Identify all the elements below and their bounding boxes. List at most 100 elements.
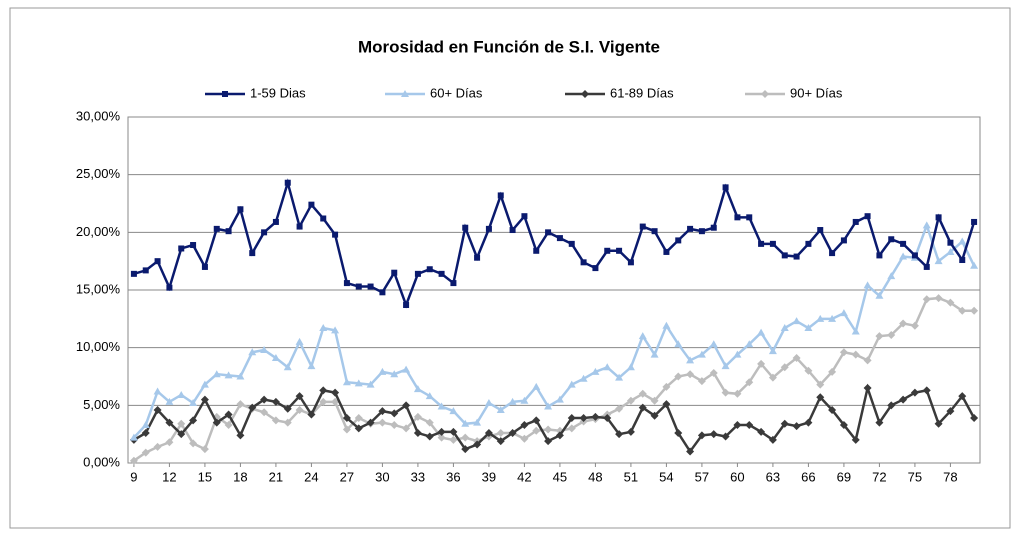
- data-point: [224, 420, 233, 429]
- data-point: [355, 283, 362, 290]
- data-point: [236, 431, 245, 440]
- data-point: [709, 340, 718, 348]
- data-point: [958, 306, 967, 315]
- data-point: [212, 370, 221, 378]
- data-point: [461, 433, 470, 442]
- data-point: [875, 291, 884, 299]
- data-point: [295, 392, 304, 401]
- data-point: [757, 427, 766, 436]
- data-point: [722, 184, 729, 191]
- data-point: [166, 284, 173, 291]
- y-tick-label: 20,00%: [76, 224, 121, 239]
- data-point: [626, 363, 635, 371]
- x-tick-label: 72: [872, 469, 886, 484]
- x-tick-label: 42: [517, 469, 531, 484]
- y-tick-label: 10,00%: [76, 339, 121, 354]
- data-point: [354, 414, 363, 423]
- data-point: [496, 405, 505, 413]
- data-point: [638, 389, 647, 398]
- data-point: [425, 418, 434, 427]
- chart-title: Morosidad en Función de S.I. Vigente: [358, 37, 660, 56]
- data-point: [674, 429, 683, 438]
- data-point: [970, 306, 979, 315]
- data-point: [863, 281, 872, 289]
- x-tick-label: 69: [837, 469, 851, 484]
- data-point: [616, 247, 623, 254]
- data-point: [354, 379, 363, 387]
- data-point: [225, 228, 232, 235]
- x-tick-label: 27: [340, 469, 354, 484]
- data-point: [343, 280, 350, 287]
- data-point: [390, 420, 399, 429]
- data-point: [910, 321, 919, 330]
- data-point: [212, 418, 221, 427]
- data-point: [851, 350, 860, 359]
- data-point: [213, 225, 220, 232]
- data-point: [804, 366, 813, 375]
- data-point: [768, 347, 777, 355]
- data-point: [568, 240, 575, 247]
- legend-marker: [401, 90, 409, 97]
- data-point: [189, 416, 198, 425]
- data-point: [473, 418, 482, 426]
- data-point: [462, 224, 469, 231]
- data-point: [342, 425, 351, 434]
- data-point: [283, 418, 292, 427]
- data-point: [367, 283, 374, 290]
- data-point: [177, 390, 186, 398]
- data-point: [591, 412, 600, 421]
- data-point: [839, 348, 848, 357]
- data-point: [283, 404, 292, 413]
- data-point: [567, 380, 576, 388]
- data-point: [165, 418, 174, 427]
- chart-frame: [9, 7, 1011, 529]
- data-point: [496, 437, 505, 446]
- data-point: [284, 179, 291, 186]
- data-point: [934, 257, 943, 265]
- data-point: [721, 432, 730, 441]
- data-point: [580, 259, 587, 266]
- data-point: [319, 397, 328, 406]
- data-point: [261, 229, 268, 236]
- data-point: [520, 434, 529, 443]
- data-point: [141, 429, 150, 438]
- data-point: [745, 340, 754, 348]
- data-point: [758, 240, 765, 247]
- data-point: [603, 363, 612, 371]
- data-point: [638, 403, 647, 412]
- data-point: [567, 414, 576, 423]
- data-point: [686, 356, 695, 364]
- data-point: [663, 248, 670, 255]
- data-point: [141, 420, 150, 428]
- data-point: [556, 235, 563, 242]
- data-point: [153, 387, 162, 395]
- data-point: [780, 324, 789, 332]
- data-point: [840, 237, 847, 244]
- x-tick-label: 39: [482, 469, 496, 484]
- y-tick-label: 25,00%: [76, 166, 121, 181]
- x-tick-label: 75: [908, 469, 922, 484]
- data-point: [332, 231, 339, 238]
- data-point: [875, 332, 884, 341]
- data-point: [697, 350, 706, 358]
- data-point: [474, 254, 481, 261]
- data-point: [177, 430, 186, 439]
- data-point: [129, 433, 138, 441]
- data-point: [686, 370, 695, 379]
- data-point: [946, 298, 955, 307]
- data-point: [449, 407, 458, 415]
- data-point: [153, 405, 162, 414]
- data-point: [532, 426, 541, 435]
- data-point: [403, 301, 410, 308]
- data-point: [520, 396, 529, 404]
- data-point: [390, 370, 399, 378]
- data-point: [899, 395, 908, 404]
- y-tick-label: 15,00%: [76, 281, 121, 296]
- data-point: [342, 378, 351, 386]
- data-point: [532, 382, 541, 390]
- data-point: [828, 367, 837, 376]
- data-point: [425, 392, 434, 400]
- data-point: [177, 419, 186, 428]
- data-point: [508, 397, 517, 405]
